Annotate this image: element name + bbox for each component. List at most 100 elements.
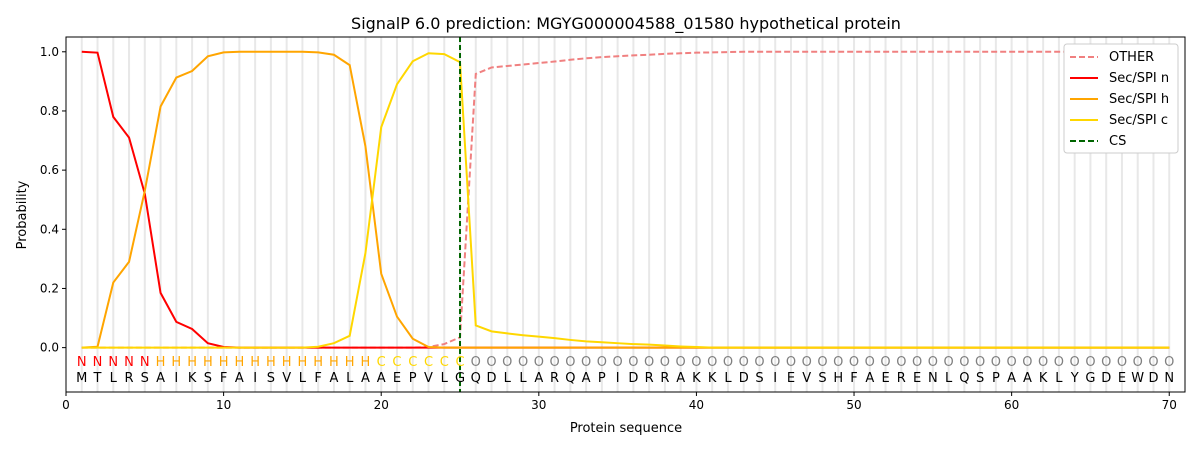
region-label: C [377,355,386,370]
region-label: H [361,355,371,370]
region-label: H [171,355,181,370]
region-label: O [817,355,827,370]
residue-letter: G [455,371,465,386]
x-tick-label: 20 [374,398,389,412]
region-label: H [282,355,292,370]
region-label: O [613,355,623,370]
residue-letter: A [329,371,338,386]
residue-letter: K [1039,371,1048,386]
region-label: H [219,355,229,370]
residue-letter: I [253,371,257,386]
residue-letter: A [235,371,244,386]
region-label: C [408,355,417,370]
region-label: O [802,355,812,370]
residue-letter: A [377,371,386,386]
region-label: C [424,355,433,370]
region-label: O [1038,355,1048,370]
region-label: O [1022,355,1032,370]
region-label: O [833,355,843,370]
y-tick-label: 0.8 [40,104,59,118]
region-label: O [1085,355,1095,370]
residue-letter: M [76,371,87,386]
residue-letter: R [897,371,906,386]
residue-letter: V [424,371,433,386]
legend-label: OTHER [1109,50,1154,65]
chart-title: SignalP 6.0 prediction: MGYG000004588_01… [351,14,901,34]
residue-letter: T [93,371,102,386]
residue-letter: A [1007,371,1016,386]
residue-letter: A [361,371,370,386]
residue-letter: S [976,371,984,386]
residue-letter: Q [959,371,969,386]
residue-letter: F [220,371,227,386]
region-label: O [534,355,544,370]
series-line-other [81,50,1170,349]
region-label: H [234,355,244,370]
region-label: O [849,355,859,370]
y-tick-label: 0.4 [40,222,59,236]
x-tick-label: 70 [1162,398,1177,412]
region-label: O [723,355,733,370]
residue-letter: D [739,371,749,386]
region-label: H [266,355,276,370]
residue-letter: G [1085,371,1095,386]
residue-letter: E [913,371,921,386]
residue-letter: D [1148,371,1158,386]
region-label: O [880,355,890,370]
x-tick-label: 60 [1004,398,1019,412]
region-label: H [187,355,197,370]
region-label: H [203,355,213,370]
legend-label: CS [1109,134,1126,149]
region-label: C [455,355,464,370]
region-label: O [676,355,686,370]
region-label: O [502,355,512,370]
region-label: O [1070,355,1080,370]
residue-letter: A [865,371,874,386]
residue-letter: R [660,371,669,386]
residue-letter: I [174,371,178,386]
region-label: O [770,355,780,370]
residue-letter: Q [471,371,481,386]
residue-letter: L [1055,371,1063,386]
region-label: O [597,355,607,370]
region-label: O [786,355,796,370]
residue-letter: L [346,371,354,386]
legend: OTHER Sec/SPI n Sec/SPI h Sec/SPI c CS [1063,43,1179,154]
residue-letter: V [802,371,811,386]
region-label: O [865,355,875,370]
series-line-sec-spi-c [81,52,1170,349]
residue-letter: S [204,371,212,386]
residue-letter: N [1164,371,1174,386]
series-line-sec-spi-n [81,50,1170,349]
residue-letter: P [409,371,417,386]
y-tick-label: 0.2 [40,281,59,295]
region-label: O [565,355,575,370]
region-label: N [77,355,87,370]
legend-label: Sec/SPI n [1109,71,1169,86]
region-label: N [124,355,134,370]
residue-letter: S [267,371,275,386]
y-axis-label: Probability [15,180,30,249]
y-tick-label: 0.6 [40,163,59,177]
region-label: O [959,355,969,370]
residue-letter: I [773,371,777,386]
residue-letter: F [850,371,857,386]
region-label: O [518,355,528,370]
region-label: H [345,355,355,370]
region-label: O [1164,355,1174,370]
residue-letter: E [881,371,889,386]
residue-letter: P [598,371,606,386]
residue-letter: D [1101,371,1111,386]
residue-letter: L [110,371,118,386]
region-label: O [581,355,591,370]
residue-letter: A [534,371,543,386]
legend-label: Sec/SPI c [1109,113,1168,128]
region-label: O [1054,355,1064,370]
y-tick-label: 1.0 [40,45,59,59]
region-label: O [628,355,638,370]
region-label: C [392,355,401,370]
residue-letter: L [299,371,307,386]
region-label: O [1117,355,1127,370]
residue-letter: K [692,371,701,386]
